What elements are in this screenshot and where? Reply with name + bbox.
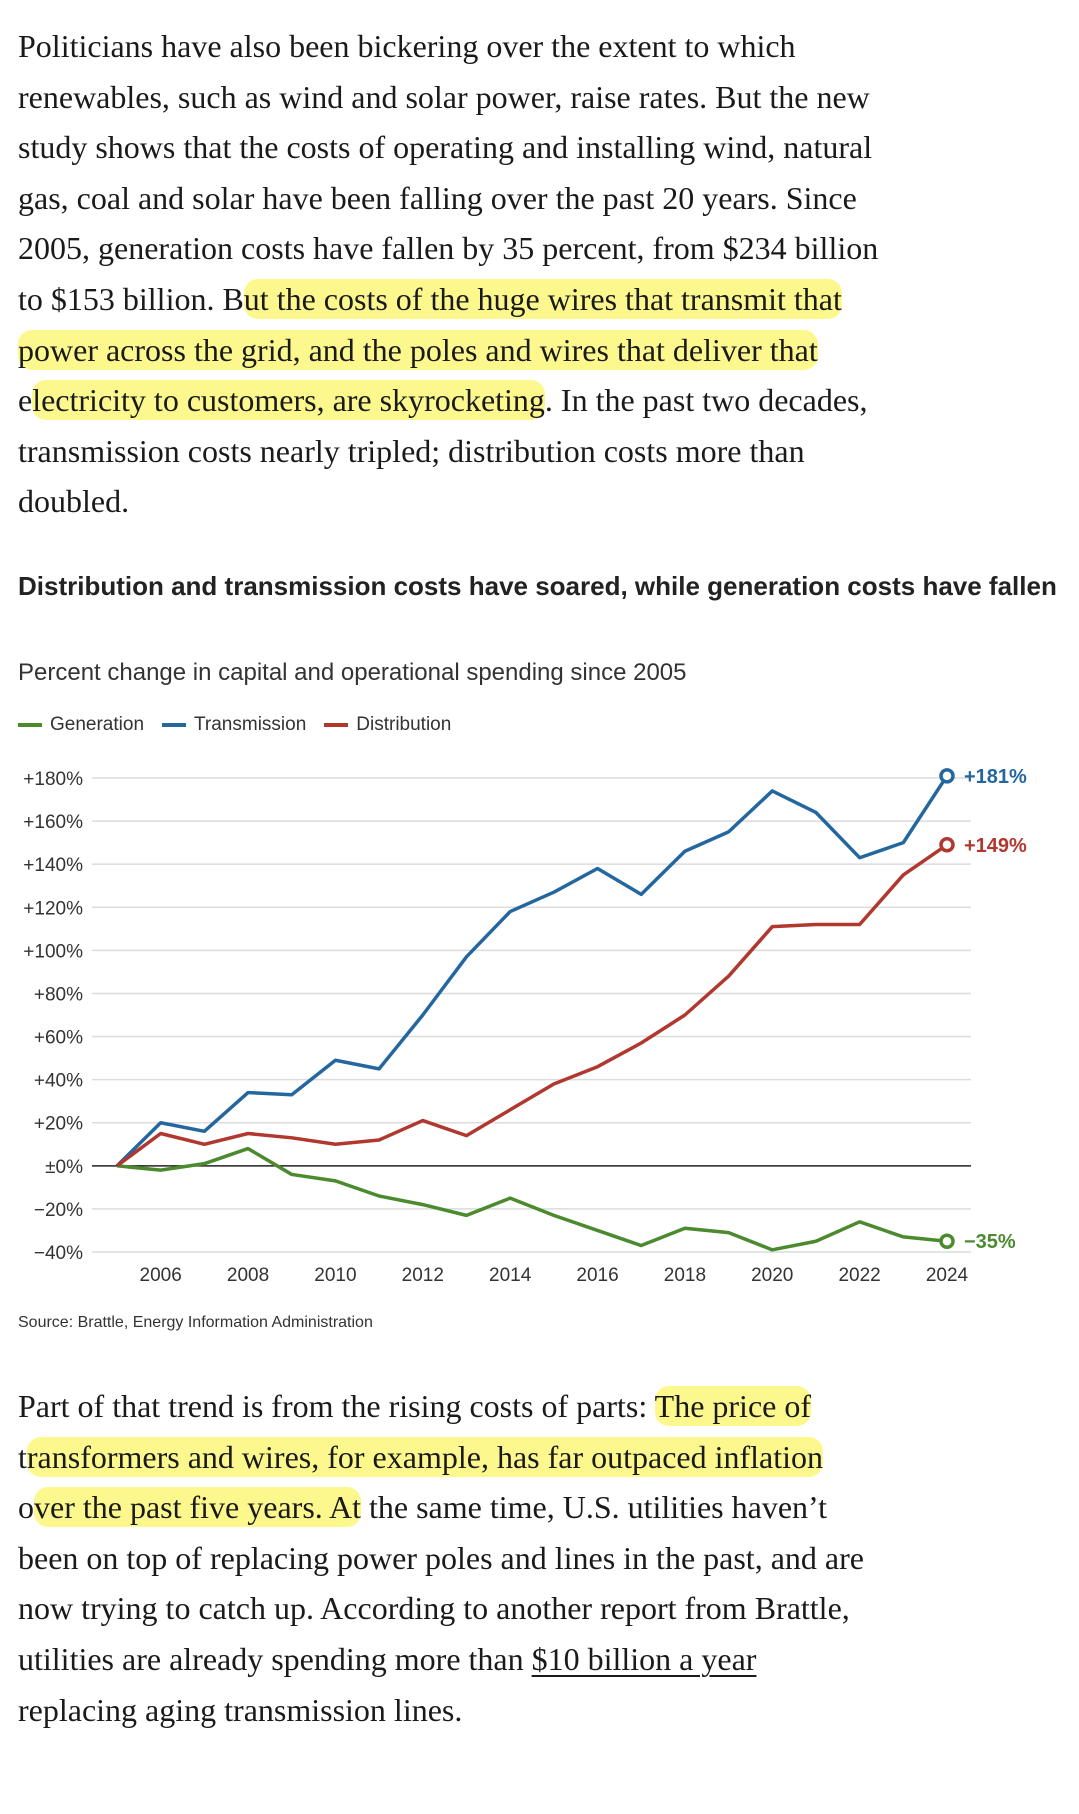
highlighted-text: ver the past five years. At (34, 1487, 361, 1528)
highlighted-text: ransformers and wires, for example, has … (26, 1436, 824, 1477)
text-line: 2005, generation costs have fallen by 35… (18, 223, 878, 274)
text-line: replacing aging transmission lines. (18, 1685, 864, 1736)
x-tick-label: 2020 (751, 1265, 793, 1286)
text-segment: doubled. (18, 483, 130, 520)
text-line: study shows that the costs of operating … (18, 122, 878, 173)
text-segment: e (18, 382, 33, 419)
y-tick-label: +20% (34, 1114, 83, 1135)
article-paragraph-2: Part of that trend is from the rising co… (18, 1381, 864, 1735)
y-tick-label: +80% (34, 984, 83, 1005)
y-tick-label: +140% (23, 855, 83, 876)
text-segment: . In the past two decades, (544, 382, 868, 419)
text-segment: the same time, U.S. utilities haven’t (361, 1489, 827, 1526)
legend-item-distribution: Distribution (324, 714, 451, 736)
text-segment: t (18, 1438, 27, 1475)
end-point-marker (939, 768, 955, 784)
text-segment: study shows that the costs of operating … (18, 129, 873, 166)
series-line-transmission (115, 774, 949, 1168)
legend-item-transmission: Transmission (162, 714, 306, 736)
y-tick-label: +40% (34, 1071, 83, 1092)
inline-link[interactable]: $10 billion a year (531, 1640, 757, 1677)
y-tick-label: +60% (34, 1028, 83, 1049)
text-line: now trying to catch up. According to ano… (18, 1583, 864, 1634)
text-segment: transmission costs nearly tripled; distr… (18, 432, 805, 469)
text-segment: Part of that trend is from the rising co… (18, 1388, 655, 1424)
text-line: doubled. (18, 476, 878, 527)
y-tick-label: −40% (34, 1243, 83, 1264)
article-paragraph-1: Politicians have also been bickering ove… (18, 21, 878, 527)
text-line: power across the grid, and the poles and… (18, 325, 878, 376)
text-line: renewables, such as wind and solar power… (18, 72, 878, 123)
text-line: to $153 billion. But the costs of the hu… (18, 274, 878, 325)
y-tick-label: +160% (23, 812, 83, 833)
text-segment: replacing aging transmission lines. (18, 1691, 463, 1728)
series-line-generation (116, 1146, 948, 1252)
highlighted-text: power across the grid, and the poles and… (18, 329, 818, 370)
x-tick-label: 2006 (140, 1265, 182, 1286)
text-line: gas, coal and solar have been falling ov… (18, 173, 878, 224)
chart-source: Source: Brattle, Energy Information Admi… (18, 1314, 373, 1331)
series-line-distribution (115, 843, 948, 1168)
text-segment: to $153 billion. B (18, 280, 244, 317)
text-segment: Politicians have also been bickering ove… (18, 28, 796, 64)
text-line: transmission costs nearly tripled; distr… (18, 426, 878, 477)
end-point-marker (939, 1233, 955, 1249)
y-tick-label: −20% (34, 1200, 83, 1221)
line-chart: +180% +160% +140% +120% +100% +80% +60% +40% +20… (23, 766, 1027, 1286)
text-segment: 2005, generation costs have fallen by 35… (18, 230, 879, 267)
legend-label: Generation (50, 714, 145, 735)
text-segment: renewables, such as wind and solar power… (18, 78, 870, 115)
end-value-label: +149% (964, 835, 1027, 857)
chart-subtitle: Percent change in capital and operationa… (18, 659, 687, 686)
x-tick-label: 2018 (664, 1265, 706, 1286)
text-line: transformers and wires, for example, has… (18, 1432, 864, 1483)
highlighted-text: The price of (654, 1386, 811, 1426)
legend-item-generation: Generation (18, 714, 144, 736)
text-segment: been on top of replacing power poles and… (18, 1539, 864, 1576)
x-tick-label: 2014 (489, 1265, 532, 1286)
text-line: over the past five years. At the same ti… (18, 1482, 864, 1533)
text-line: utilities are already spending more than… (18, 1634, 864, 1685)
end-point-marker (939, 837, 955, 853)
text-line: Politicians have also been bickering ove… (18, 21, 878, 72)
text-segment: gas, coal and solar have been falling ov… (18, 179, 857, 216)
y-tick-label: ±0% (45, 1157, 83, 1178)
end-value-label: +181% (964, 766, 1027, 788)
text-line: electricity to customers, are skyrocketi… (18, 375, 878, 426)
chart-legend: Generation Transmission Distribution (18, 714, 451, 736)
x-tick-label: 2016 (576, 1265, 618, 1286)
text-segment: utilities are already spending more than (18, 1640, 532, 1677)
legend-label: Distribution (356, 714, 452, 735)
chart-title: Distribution and transmission costs have… (18, 571, 1057, 601)
x-tick-label: 2010 (314, 1265, 356, 1286)
x-tick-label: 2022 (838, 1265, 880, 1286)
highlighted-text: lectricity to customers, are skyrocketin… (32, 380, 545, 421)
end-value-label: −35% (964, 1231, 1016, 1253)
x-tick-label: 2008 (227, 1265, 269, 1286)
text-segment: o (18, 1489, 34, 1526)
text-line: Part of that trend is from the rising co… (18, 1381, 864, 1432)
y-tick-label: +180% (23, 769, 83, 790)
x-tick-label: 2012 (402, 1265, 444, 1286)
y-tick-label: +120% (23, 898, 83, 919)
legend-swatch (324, 723, 349, 727)
highlighted-text: ut the costs of the huge wires that tran… (243, 278, 842, 319)
legend-label: Transmission (194, 714, 307, 735)
x-tick-label: 2024 (926, 1265, 969, 1286)
legend-swatch (162, 723, 187, 727)
text-segment: now trying to catch up. According to ano… (18, 1590, 850, 1627)
text-line: been on top of replacing power poles and… (18, 1533, 864, 1584)
legend-swatch (18, 723, 42, 727)
y-tick-label: +100% (23, 941, 83, 962)
